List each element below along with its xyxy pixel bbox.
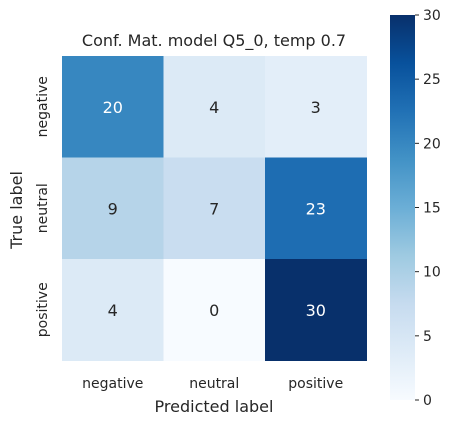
y-tick-label: neutral: [35, 183, 51, 233]
x-tick-label: positive: [288, 376, 343, 392]
heatmap-cell: [163, 157, 266, 260]
colorbar-tick-label: 25: [423, 72, 441, 88]
colorbar-tick-label: 0: [423, 393, 432, 409]
cell-value-label: 23: [306, 199, 326, 218]
cell-value-label: 4: [209, 98, 219, 117]
heatmap-cell: [62, 157, 164, 260]
x-tick-label: negative: [82, 376, 143, 392]
cell-value-label: 0: [209, 301, 219, 320]
heatmap-cells: [62, 56, 367, 361]
heatmap-cell: [62, 56, 164, 158]
colorbar-tick-label: 5: [423, 329, 432, 345]
cell-value-label: 20: [103, 98, 123, 117]
y-tick-label: negative: [35, 76, 51, 137]
colorbar-tick-label: 15: [423, 201, 441, 217]
x-tick-labels: negative neutral positive: [82, 376, 343, 392]
heatmap-cell: [265, 259, 367, 361]
y-axis-label: True label: [7, 171, 26, 250]
x-tick-label: neutral: [189, 376, 239, 392]
colorbar-tick-label: 30: [423, 8, 441, 24]
colorbar-tick-label: 20: [423, 136, 441, 152]
cell-value-label: 3: [311, 98, 321, 117]
colorbar-tick-label: 10: [423, 265, 441, 281]
cell-value-label: 9: [108, 199, 118, 218]
colorbar-gradient: [390, 15, 415, 400]
y-tick-label: positive: [35, 282, 51, 337]
chart-title: Conf. Mat. model Q5_0, temp 0.7: [82, 31, 346, 51]
cell-value-label: 7: [209, 199, 219, 218]
heatmap-cell: [62, 259, 164, 361]
cell-value-label: 30: [306, 301, 326, 320]
heatmap-cell: [265, 56, 367, 158]
y-tick-labels: negative neutral positive: [35, 76, 51, 337]
x-axis-label: Predicted label: [155, 397, 274, 416]
heatmap-cell: [163, 259, 266, 361]
heatmap-cell: [265, 157, 367, 260]
colorbar: 0 5 10 15 20 25 30: [390, 8, 441, 409]
heatmap-cell-labels: 20 4 3 9 7 23 4 0 30: [103, 98, 326, 320]
cell-value-label: 4: [108, 301, 118, 320]
heatmap-cell: [163, 56, 266, 158]
